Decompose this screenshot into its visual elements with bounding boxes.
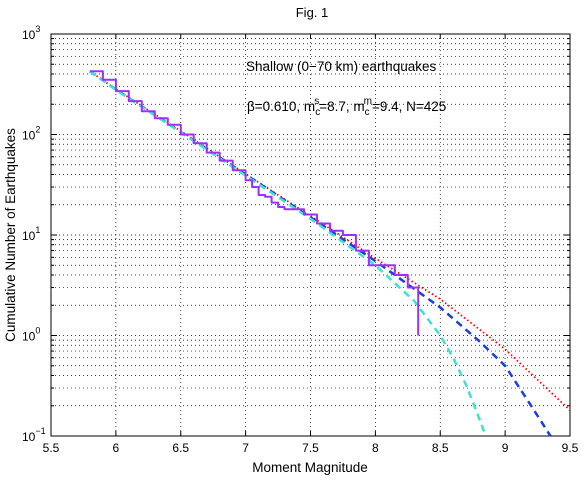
x-tick-label: 6 — [113, 441, 120, 455]
tick-marks — [50, 34, 571, 437]
param-beta-ms-prefix: β=0.610, m — [247, 99, 315, 114]
x-tick-labels: 5.5 6 6.5 7 7.5 8 8.5 9 9.5 — [43, 441, 579, 455]
param-mm-n: =9.4, N=425 — [372, 99, 446, 114]
series-line-dotted — [89, 70, 571, 411]
x-tick-label: 7 — [242, 441, 249, 455]
y-tick-label: 100 — [22, 326, 40, 344]
param-ms-sub: c — [315, 107, 320, 118]
series-line-dashed — [89, 70, 552, 437]
y-tick-label: 103 — [22, 24, 40, 42]
x-tick-label: 8.5 — [432, 441, 449, 455]
annotation-region: Shallow (0−70 km) earthquakes — [246, 59, 436, 74]
x-tick-label: 8 — [372, 441, 379, 455]
y-tick-labels: 10−1 100 101 102 103 — [22, 24, 46, 444]
x-tick-label: 7.5 — [302, 441, 319, 455]
param-mm-sup: m — [364, 96, 372, 107]
param-mm-sub: c — [365, 107, 370, 118]
x-tick-label: 9.5 — [562, 441, 579, 455]
x-axis-label: Moment Magnitude — [252, 460, 368, 475]
series-group — [89, 70, 571, 437]
y-tick-label: 10−1 — [22, 426, 46, 444]
series-line-solid — [89, 70, 420, 336]
x-tick-label: 5.5 — [43, 441, 60, 455]
param-mm-prefix: =8.7, m — [319, 99, 364, 114]
y-tick-label: 101 — [22, 225, 40, 243]
x-tick-label: 9 — [502, 441, 509, 455]
annotation-parameters: β=0.610, mcs=8.7, mcm=9.4, N=425 — [247, 96, 446, 118]
series-line-dashed — [89, 70, 487, 437]
y-axis-label: Cumulative Number of Earthquakes — [3, 128, 18, 342]
param-ms-sup: s — [314, 96, 319, 107]
chart-title: Fig. 1 — [296, 5, 329, 20]
x-tick-label: 6.5 — [172, 441, 189, 455]
y-tick-label: 102 — [22, 125, 40, 143]
